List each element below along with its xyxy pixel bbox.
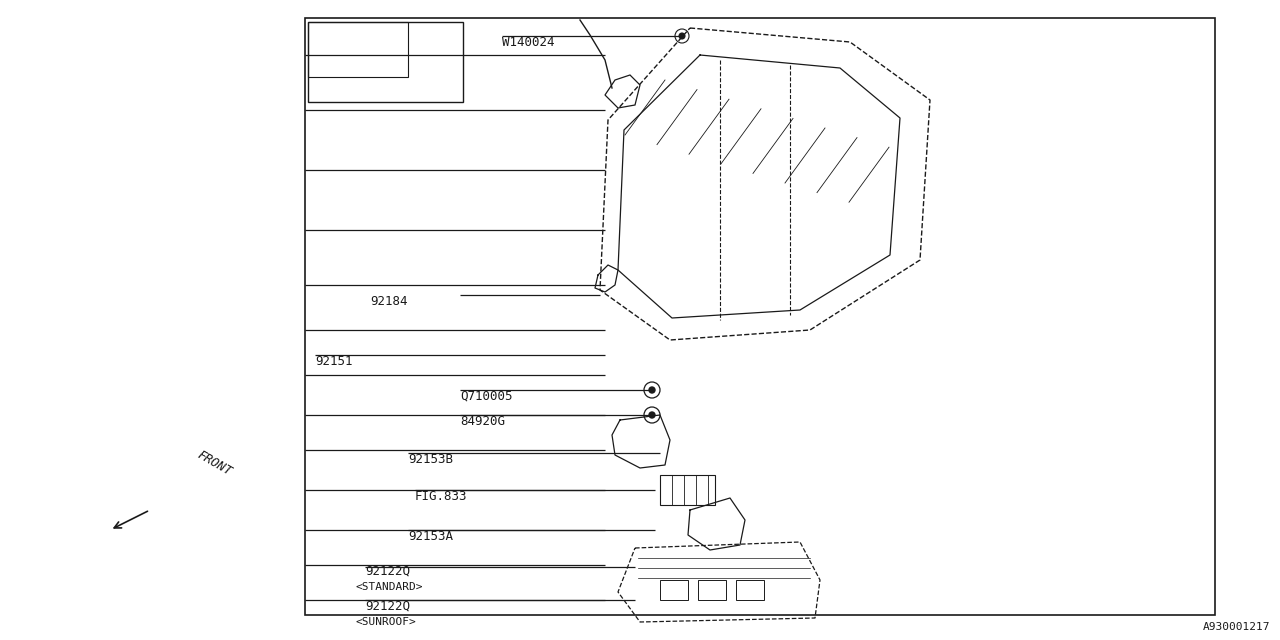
Text: 92122Q: 92122Q xyxy=(365,600,410,613)
Text: W140024: W140024 xyxy=(502,36,554,49)
Bar xyxy=(660,580,689,600)
Text: FIG.833: FIG.833 xyxy=(415,490,467,503)
Bar xyxy=(308,22,463,102)
Bar xyxy=(698,580,726,600)
Text: Q710005: Q710005 xyxy=(460,390,512,403)
Bar xyxy=(660,475,716,505)
Text: 92151: 92151 xyxy=(315,355,352,368)
Bar xyxy=(305,18,1215,615)
Bar xyxy=(308,22,408,77)
Circle shape xyxy=(678,33,685,39)
Text: 92153A: 92153A xyxy=(408,530,453,543)
Bar xyxy=(736,580,764,600)
Text: 92153B: 92153B xyxy=(408,453,453,466)
Text: <SUNROOF>: <SUNROOF> xyxy=(355,617,416,627)
Circle shape xyxy=(649,387,655,393)
Text: FRONT: FRONT xyxy=(195,448,234,478)
Text: 92184: 92184 xyxy=(370,295,407,308)
Text: <STANDARD>: <STANDARD> xyxy=(355,582,422,592)
Circle shape xyxy=(649,412,655,418)
Text: 84920G: 84920G xyxy=(460,415,506,428)
Text: A930001217: A930001217 xyxy=(1202,622,1270,632)
Text: 92122Q: 92122Q xyxy=(365,565,410,578)
